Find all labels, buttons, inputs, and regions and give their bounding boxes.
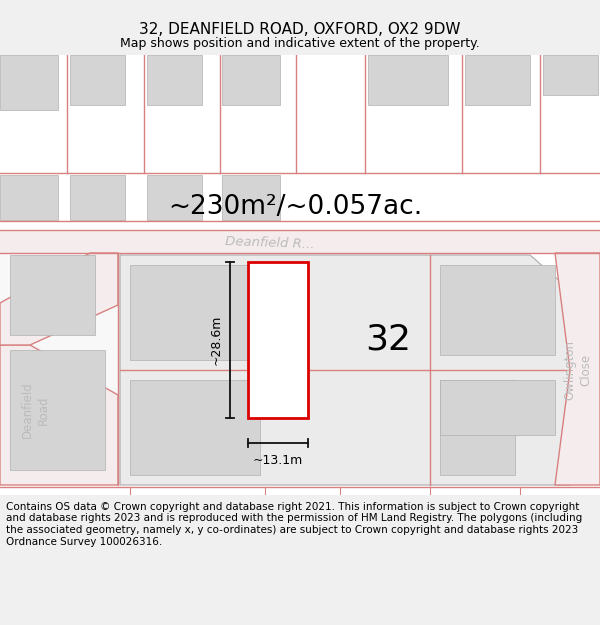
Bar (130, 265, 260, 360)
Bar (147, 55, 202, 105)
Bar (147, 175, 202, 220)
Bar (0, 175, 58, 220)
Bar (440, 495, 515, 545)
Text: Map shows position and indicative extent of the property.: Map shows position and indicative extent… (120, 38, 480, 51)
Polygon shape (0, 345, 118, 485)
Polygon shape (120, 255, 570, 485)
Text: ~13.1m: ~13.1m (253, 454, 303, 468)
Bar (0, 55, 58, 110)
Bar (368, 55, 448, 105)
Bar (465, 55, 530, 105)
Bar (440, 380, 515, 475)
Bar (222, 175, 280, 220)
Bar (222, 55, 280, 105)
Bar (10, 255, 95, 335)
Bar (70, 55, 125, 105)
Text: 32: 32 (365, 323, 411, 357)
Bar (440, 265, 555, 355)
Bar (130, 495, 260, 545)
Bar (543, 55, 598, 95)
Text: ~230m²/~0.057ac.: ~230m²/~0.057ac. (168, 194, 422, 220)
Bar (248, 262, 308, 418)
Text: Deanfield
Road: Deanfield Road (20, 382, 49, 438)
Bar (440, 380, 555, 435)
Polygon shape (0, 253, 118, 485)
Polygon shape (555, 253, 600, 485)
Bar (268, 495, 338, 545)
Text: Contains OS data © Crown copyright and database right 2021. This information is : Contains OS data © Crown copyright and d… (6, 502, 582, 547)
Text: ~28.6m: ~28.6m (209, 315, 223, 365)
Text: Owlington
Close: Owlington Close (563, 340, 593, 400)
Text: 32, DEANFIELD ROAD, OXFORD, OX2 9DW: 32, DEANFIELD ROAD, OXFORD, OX2 9DW (139, 22, 461, 38)
Polygon shape (0, 230, 600, 253)
Polygon shape (0, 253, 118, 345)
Bar (130, 380, 260, 475)
Bar (10, 350, 105, 470)
Text: Deanfield R...: Deanfield R... (225, 235, 315, 251)
Bar (70, 175, 125, 220)
